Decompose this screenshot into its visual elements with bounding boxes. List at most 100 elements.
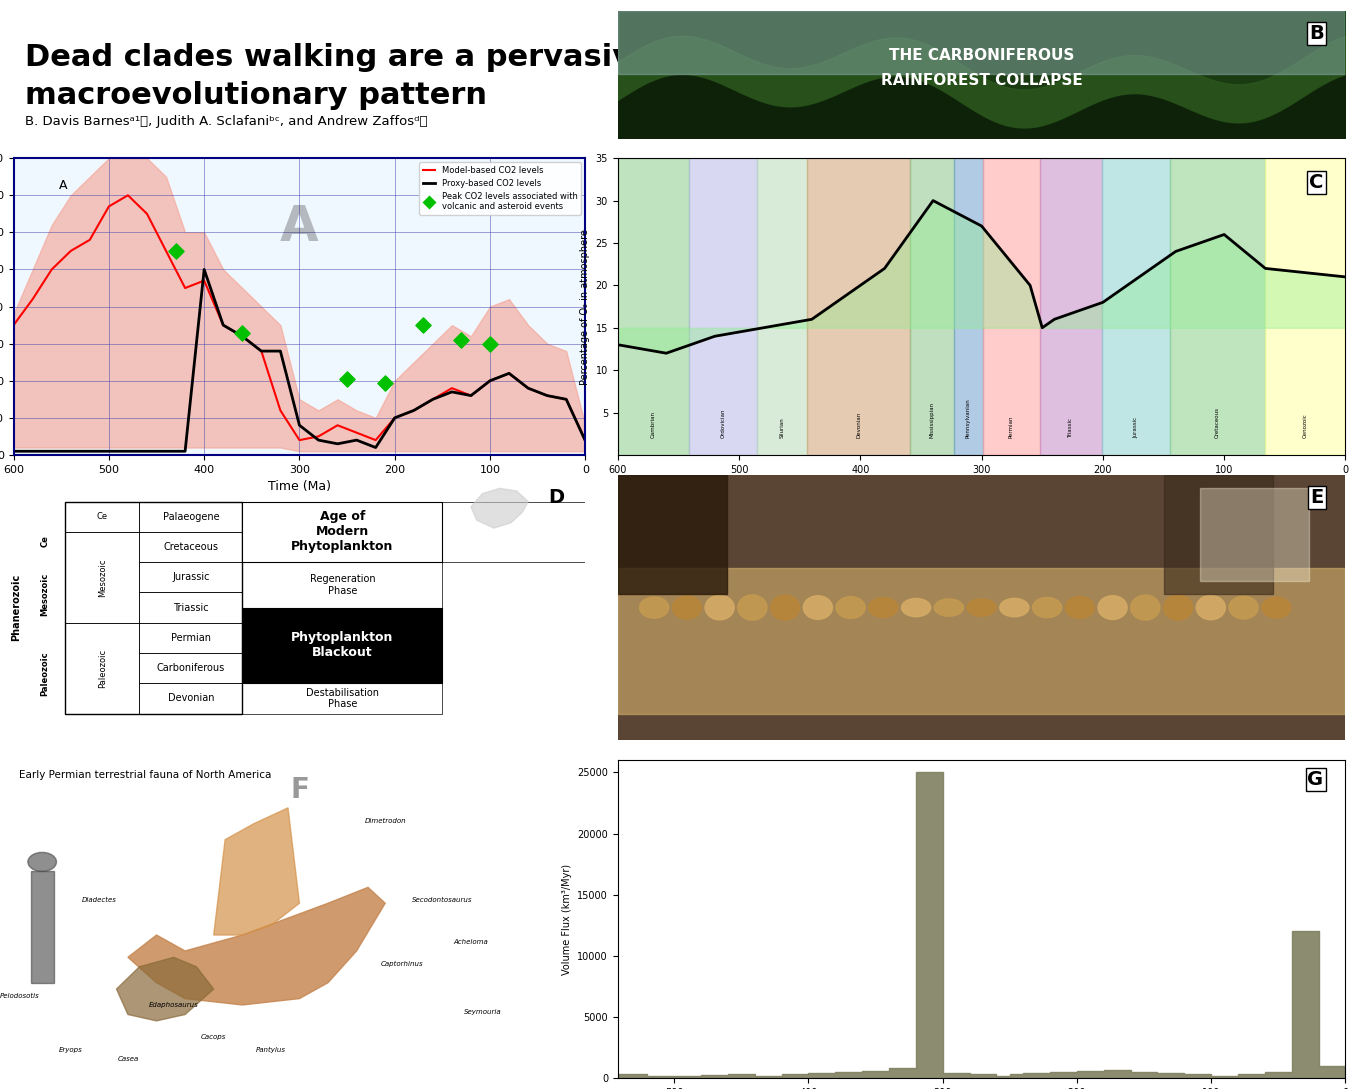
- Text: Mesozoic: Mesozoic: [41, 573, 49, 616]
- Ellipse shape: [738, 595, 766, 620]
- Model-based CO2 levels: [463, 389, 480, 402]
- Model-based CO2 levels: [386, 412, 402, 425]
- Ellipse shape: [968, 599, 996, 616]
- Model-based CO2 levels: [43, 262, 60, 276]
- Bar: [618, 158, 689, 455]
- Proxy-based CO2 levels: [540, 389, 556, 402]
- Proxy-based CO2 levels: [405, 404, 421, 417]
- Proxy-based CO2 levels: [348, 433, 364, 446]
- Text: Pantylus: Pantylus: [255, 1047, 285, 1053]
- Proxy-based CO2 levels: [463, 389, 480, 402]
- Text: Carboniferous: Carboniferous: [156, 663, 226, 673]
- Proxy-based CO2 levels: [82, 444, 98, 457]
- Y-axis label: Volume Flux (km³/Myr): Volume Flux (km³/Myr): [561, 864, 572, 975]
- Ellipse shape: [705, 596, 734, 620]
- Proxy-based CO2 levels: [578, 435, 594, 448]
- Bar: [1163, 475, 1272, 595]
- Point: [412, 317, 434, 334]
- Point: [231, 323, 253, 341]
- Model-based CO2 levels: [482, 375, 499, 388]
- Proxy-based CO2 levels: [139, 444, 155, 457]
- Text: Devonian: Devonian: [167, 694, 215, 703]
- Polygon shape: [128, 888, 385, 1005]
- Ellipse shape: [868, 598, 898, 617]
- Ellipse shape: [934, 599, 964, 616]
- Polygon shape: [472, 488, 529, 528]
- Bar: [1170, 158, 1265, 455]
- Proxy-based CO2 levels: [501, 367, 518, 380]
- Model-based CO2 levels: [425, 393, 442, 406]
- Model-based CO2 levels: [367, 433, 383, 446]
- Bar: [757, 158, 807, 455]
- Model-based CO2 levels: [253, 344, 269, 357]
- Proxy-based CO2 levels: [310, 433, 326, 446]
- Ellipse shape: [673, 596, 701, 620]
- Model-based CO2 levels: [559, 393, 575, 406]
- Ellipse shape: [29, 853, 57, 871]
- Bar: [31, 871, 53, 982]
- Text: Cacops: Cacops: [201, 1033, 227, 1040]
- Text: E: E: [1310, 488, 1324, 507]
- Text: Mesozoic: Mesozoic: [98, 558, 107, 597]
- Text: Early Permian terrestrial fauna of North America: Early Permian terrestrial fauna of North…: [19, 770, 272, 780]
- Proxy-based CO2 levels: [559, 393, 575, 406]
- Line: Proxy-based CO2 levels: Proxy-based CO2 levels: [14, 269, 586, 451]
- Model-based CO2 levels: [329, 419, 345, 432]
- Model-based CO2 levels: [501, 367, 518, 380]
- Bar: [911, 158, 954, 455]
- Ellipse shape: [1033, 598, 1061, 617]
- Bar: [140, 683, 242, 713]
- Ellipse shape: [901, 599, 931, 616]
- Proxy-based CO2 levels: [482, 375, 499, 388]
- Bar: [242, 562, 443, 608]
- Model-based CO2 levels: [540, 389, 556, 402]
- Ellipse shape: [1196, 596, 1226, 620]
- Model-based CO2 levels: [291, 433, 307, 446]
- Model-based CO2 levels: [196, 274, 212, 287]
- Model-based CO2 levels: [310, 430, 326, 443]
- Bar: [983, 158, 1040, 455]
- Proxy-based CO2 levels: [5, 444, 22, 457]
- Proxy-based CO2 levels: [520, 381, 537, 394]
- Bar: [1102, 158, 1170, 455]
- Text: A: A: [280, 203, 319, 250]
- Proxy-based CO2 levels: [120, 444, 136, 457]
- Point: [451, 331, 473, 348]
- Point: [336, 370, 357, 388]
- Model-based CO2 levels: [82, 233, 98, 246]
- Text: F: F: [289, 776, 308, 804]
- Text: THE CARBONIFEROUS: THE CARBONIFEROUS: [889, 48, 1074, 63]
- Text: Ce: Ce: [96, 512, 107, 522]
- Bar: [140, 653, 242, 683]
- Text: Diadectes: Diadectes: [82, 897, 117, 903]
- Text: Secodontosaurus: Secodontosaurus: [412, 897, 473, 903]
- Model-based CO2 levels: [520, 381, 537, 394]
- Text: Ce: Ce: [41, 536, 49, 548]
- Text: G: G: [1307, 770, 1324, 788]
- Text: Paleozoic: Paleozoic: [41, 651, 49, 696]
- Text: Phytoplankton
Blackout: Phytoplankton Blackout: [291, 632, 394, 660]
- Text: Phanerozoic: Phanerozoic: [11, 574, 22, 641]
- Text: D: D: [549, 488, 565, 507]
- Bar: [1265, 158, 1345, 455]
- Proxy-based CO2 levels: [291, 419, 307, 432]
- Text: Silurian: Silurian: [780, 417, 784, 438]
- Ellipse shape: [1163, 595, 1193, 620]
- Proxy-based CO2 levels: [101, 444, 117, 457]
- Text: Captorhinus: Captorhinus: [381, 960, 424, 967]
- Model-based CO2 levels: [24, 293, 41, 306]
- Model-based CO2 levels: [272, 404, 288, 417]
- Text: Pennsylvanian: Pennsylvanian: [966, 399, 970, 438]
- Text: Permian: Permian: [1008, 416, 1014, 438]
- Text: Cenozoic: Cenozoic: [1303, 413, 1307, 438]
- Ellipse shape: [1261, 597, 1291, 617]
- Proxy-based CO2 levels: [215, 319, 231, 332]
- Text: Age of
Modern
Phytoplankton: Age of Modern Phytoplankton: [291, 511, 394, 553]
- Proxy-based CO2 levels: [24, 444, 41, 457]
- Text: Paleozoic: Paleozoic: [98, 649, 107, 687]
- Bar: [443, 502, 586, 562]
- Text: Cambrian: Cambrian: [651, 411, 656, 438]
- Y-axis label: Percentage of O₂ in atmosphere: Percentage of O₂ in atmosphere: [580, 229, 590, 384]
- Ellipse shape: [1131, 595, 1159, 620]
- Text: Dead clades walking are a pervasive: Dead clades walking are a pervasive: [24, 42, 652, 72]
